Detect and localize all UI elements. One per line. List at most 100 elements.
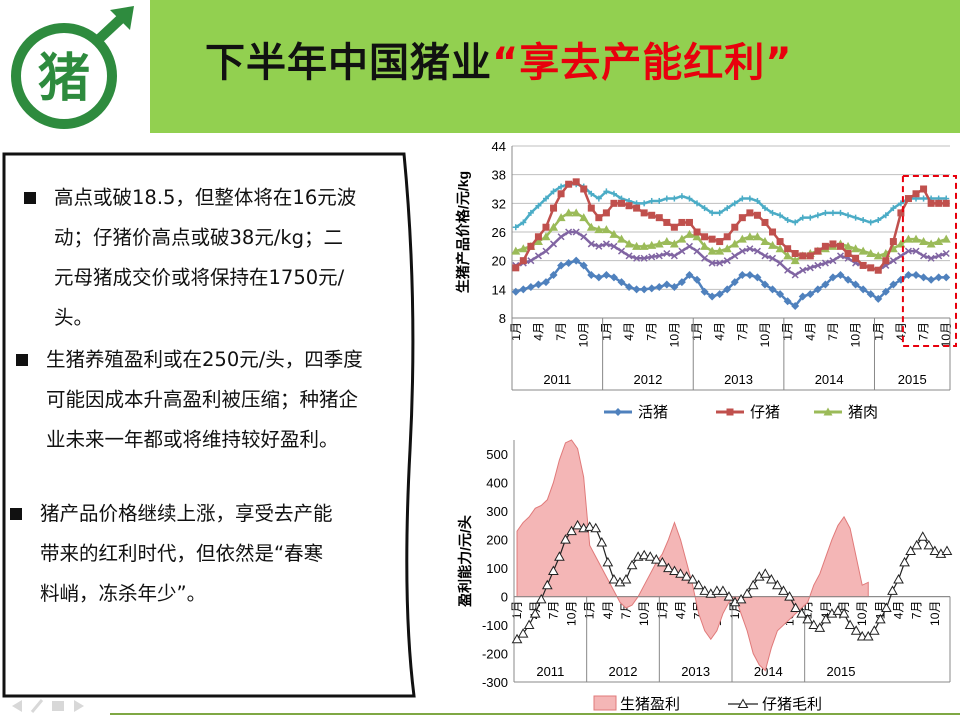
series-line xyxy=(515,182,947,229)
data-point xyxy=(926,239,936,248)
x-tick-label: 10月 xyxy=(939,322,953,347)
data-point xyxy=(745,271,754,279)
data-point xyxy=(783,297,792,306)
data-point xyxy=(769,254,777,262)
legend-label: 生猪盈利 xyxy=(620,696,680,713)
bullet-2-line-3: 业未来一年都或将维持较好盈利。 xyxy=(46,428,339,451)
data-point xyxy=(941,234,951,243)
data-point xyxy=(808,619,820,630)
year-label: 2014 xyxy=(754,664,783,679)
data-point xyxy=(590,522,602,533)
data-point xyxy=(911,539,923,550)
data-point xyxy=(638,549,650,560)
data-point xyxy=(778,585,789,595)
data-point xyxy=(669,239,679,248)
data-point xyxy=(798,292,807,301)
year-label: 2015 xyxy=(827,664,856,679)
data-point xyxy=(873,251,883,260)
data-point xyxy=(639,241,649,250)
data-point xyxy=(595,214,603,222)
prev-slide-icon[interactable] xyxy=(12,700,22,712)
data-point xyxy=(761,252,769,260)
data-point xyxy=(893,573,904,584)
data-point xyxy=(511,633,523,644)
data-point xyxy=(806,252,814,260)
data-point xyxy=(716,259,724,267)
x-tick-label: 1月 xyxy=(873,601,887,620)
legend-label: 猪肉 xyxy=(848,404,878,421)
data-point xyxy=(566,525,577,536)
y-axis-label: 盈利能力/元/头 xyxy=(457,515,473,608)
data-point xyxy=(737,234,747,243)
data-point xyxy=(829,257,837,265)
legend-label: 活猪 xyxy=(638,404,668,421)
data-point xyxy=(572,519,583,530)
data-point xyxy=(717,585,729,595)
data-point xyxy=(715,246,725,255)
data-point xyxy=(700,287,709,296)
data-point xyxy=(535,593,547,604)
y-tick-label: -300 xyxy=(482,675,508,690)
data-point xyxy=(640,285,649,294)
x-tick-label: 1月 xyxy=(655,601,669,620)
data-point xyxy=(662,237,672,246)
data-point xyxy=(753,273,762,282)
data-point xyxy=(685,271,694,279)
slide-nav-icons[interactable] xyxy=(8,696,98,716)
data-point xyxy=(534,280,543,289)
bullet-2-line-1: 生猪养殖盈利或在250元/头，四季度 xyxy=(46,348,363,371)
data-point xyxy=(760,280,769,289)
data-point xyxy=(912,190,920,198)
data-point xyxy=(609,229,619,238)
menu-icon[interactable] xyxy=(52,701,64,711)
x-tick-label: 7月 xyxy=(645,322,659,341)
data-point xyxy=(912,247,920,255)
data-point xyxy=(723,233,731,241)
data-point xyxy=(610,242,618,250)
data-point xyxy=(929,545,941,556)
data-point xyxy=(852,254,860,262)
next-slide-icon[interactable] xyxy=(74,700,84,712)
x-tick-label: 1月 xyxy=(781,322,795,341)
data-point xyxy=(640,254,648,262)
data-point xyxy=(700,241,710,250)
data-point xyxy=(534,252,542,260)
data-point xyxy=(550,240,558,248)
bullet-3-line-1: 猪产品价格继续上涨，享受去产能 xyxy=(40,502,333,525)
data-point xyxy=(927,254,935,262)
data-point xyxy=(675,568,686,578)
year-label: 2011 xyxy=(536,664,564,679)
x-tick-label: 4月 xyxy=(674,601,688,620)
data-point xyxy=(820,613,832,624)
data-point xyxy=(529,608,541,618)
data-point xyxy=(768,240,778,249)
y-tick-label: 14 xyxy=(492,282,506,297)
data-point xyxy=(647,284,656,293)
data-point xyxy=(897,252,905,260)
y-tick-label: 500 xyxy=(486,447,508,462)
data-point xyxy=(776,290,785,299)
data-point xyxy=(796,608,807,618)
data-point xyxy=(806,290,815,299)
data-point xyxy=(707,246,717,255)
data-point xyxy=(814,247,822,255)
data-point xyxy=(579,261,588,270)
data-point xyxy=(791,271,799,279)
bullet-1-line-1: 高点或破18.5，但整体将在16元波 xyxy=(54,186,357,209)
data-point xyxy=(677,278,686,287)
pen-icon[interactable] xyxy=(30,699,44,713)
data-point xyxy=(602,209,610,217)
data-point xyxy=(828,273,837,282)
y-tick-label: 44 xyxy=(492,139,506,154)
data-point xyxy=(708,235,716,243)
data-point xyxy=(549,271,558,279)
data-point xyxy=(640,209,648,217)
x-tick-label: 10月 xyxy=(667,322,681,347)
data-point xyxy=(920,185,928,193)
data-point xyxy=(790,256,800,265)
series-line xyxy=(514,180,947,272)
data-point xyxy=(693,228,701,236)
x-tick-label: 7月 xyxy=(554,322,568,341)
y-tick-label: 0 xyxy=(501,590,508,605)
data-point xyxy=(542,247,550,255)
